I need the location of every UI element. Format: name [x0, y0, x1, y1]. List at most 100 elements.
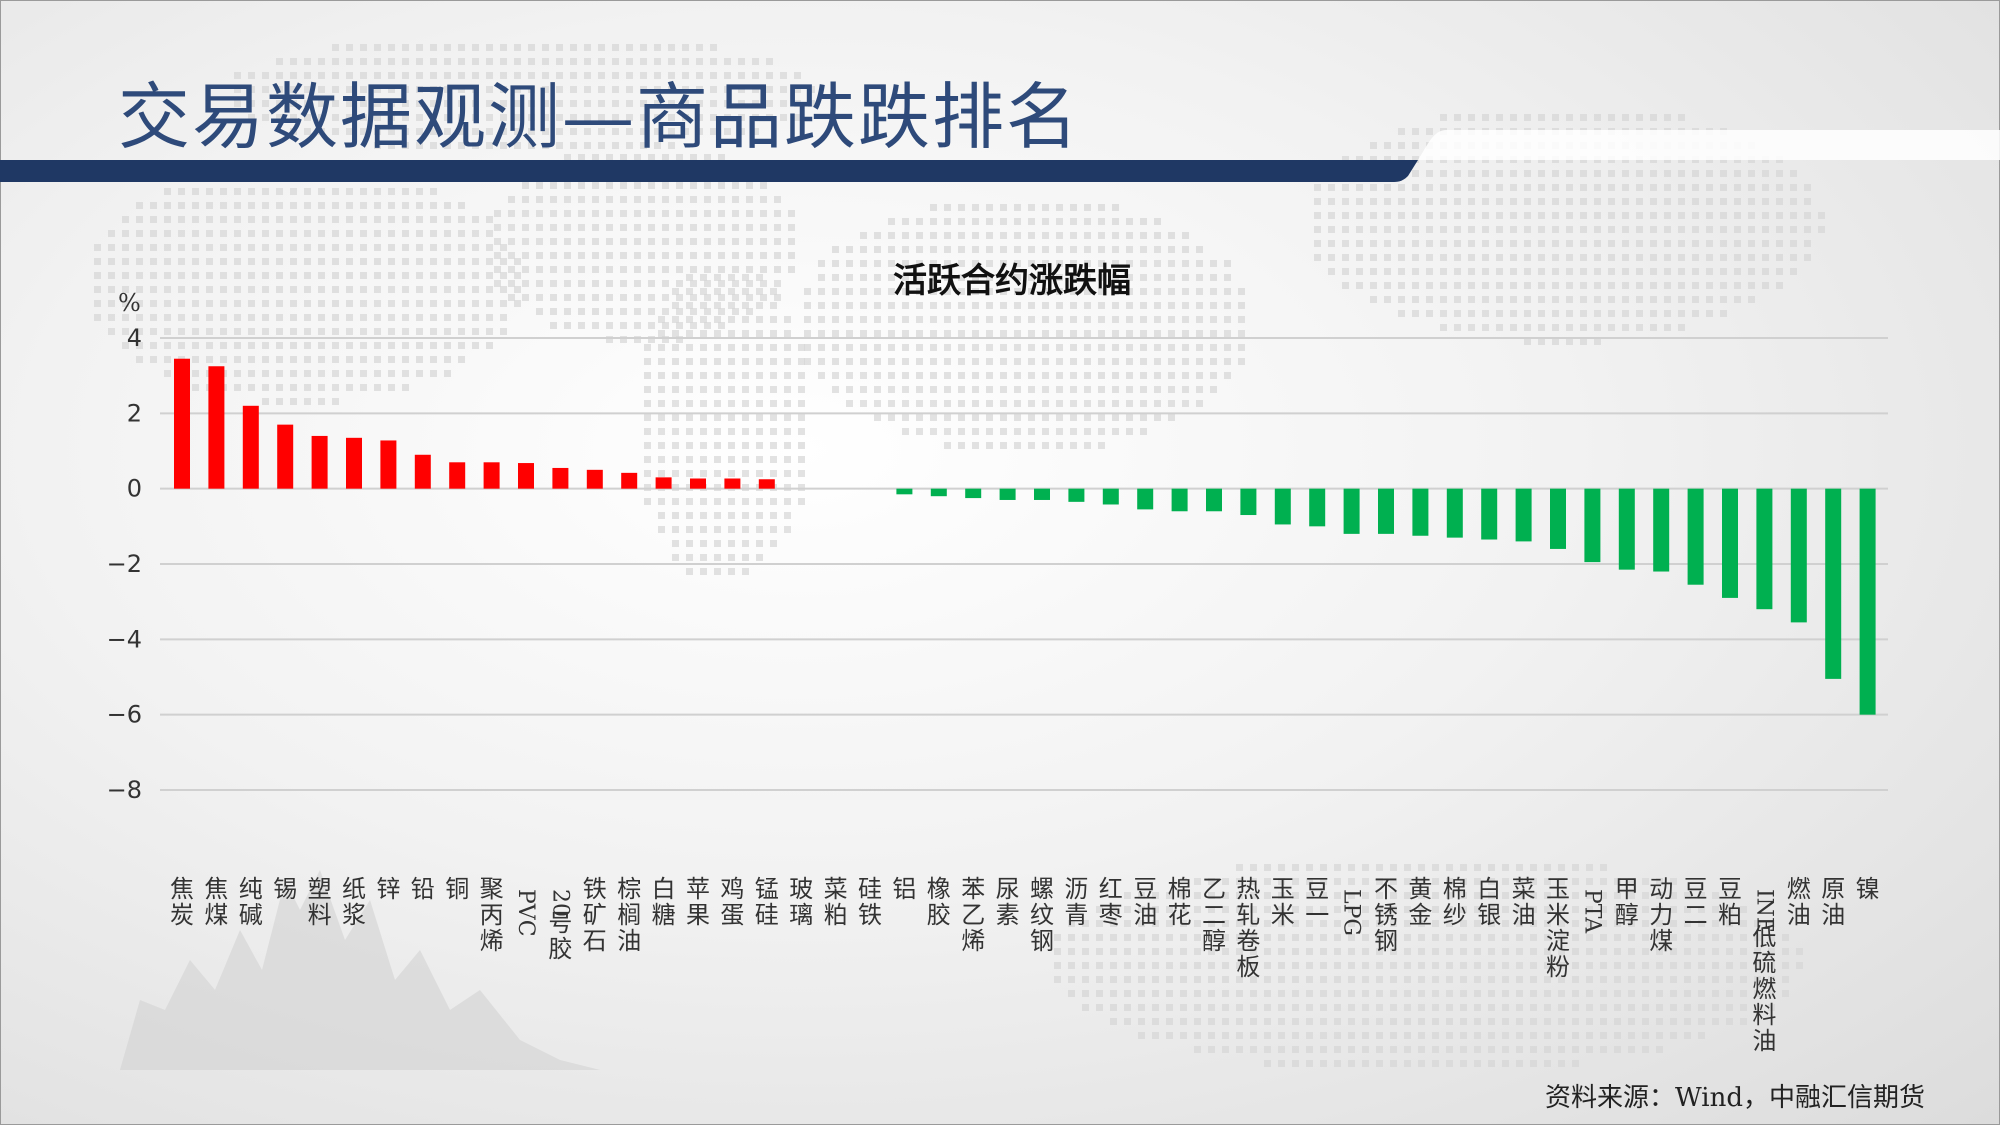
- header: 交易数据观测—商品跌跌排名: [0, 0, 2000, 190]
- chart-title: 活跃合约涨跌幅: [893, 261, 1131, 301]
- bar: [1618, 488, 1635, 570]
- x-tick-label: 焦炭: [170, 875, 194, 929]
- x-tick-label: 红枣: [1099, 875, 1123, 929]
- bar: [758, 479, 775, 489]
- bar: [586, 469, 603, 489]
- page-title: 交易数据观测—商品跌跌排名: [118, 75, 1081, 159]
- bar: [346, 437, 362, 489]
- bar: [449, 462, 466, 489]
- x-tick-label: 豆粕: [1718, 875, 1742, 929]
- x-tick-label-part: LPG: [1339, 889, 1364, 936]
- bar: [380, 440, 397, 489]
- bar: [690, 478, 706, 489]
- x-tick-label: 玉米淀粉: [1546, 875, 1570, 981]
- y-tick-label: 4: [127, 324, 142, 352]
- x-tick-label: 菜油: [1512, 875, 1536, 929]
- x-tick-label: 铅: [411, 875, 435, 903]
- x-tick-label-part: INE: [1751, 889, 1776, 933]
- bar: [208, 366, 225, 489]
- bar: [552, 467, 569, 489]
- x-tick-label: 塑料: [308, 875, 332, 929]
- x-tick-label: 白糖: [652, 875, 676, 929]
- x-tick-label: 螺纹钢: [1030, 875, 1054, 955]
- x-tick-label-part: PVC: [513, 889, 538, 937]
- x-tick-label-part: PTA: [1579, 889, 1604, 934]
- bar: [1584, 488, 1601, 563]
- bar: [1171, 488, 1188, 512]
- y-tick-label: 2: [127, 399, 142, 427]
- bar: [1206, 488, 1222, 512]
- x-axis-labels: 焦炭焦煤纯碱锡 塑料纸浆锌铅铜聚丙烯 PVC 20号胶铁矿石棕榈油白糖苹果鸡蛋锰硅玻璃…: [170, 875, 1880, 1055]
- bar: [1481, 488, 1498, 540]
- bar: [1137, 488, 1154, 510]
- x-tick-label: 橡胶: [927, 875, 951, 929]
- bar: [930, 488, 947, 497]
- y-tick-label: −8: [107, 776, 142, 804]
- x-tick-label: 菜粕: [824, 875, 848, 929]
- x-tick-label: 原油: [1821, 875, 1845, 929]
- bar: [1446, 488, 1463, 538]
- x-tick-label: 燃油: [1787, 875, 1811, 929]
- bar: [414, 454, 431, 489]
- bar: [1378, 488, 1394, 534]
- y-tick-label: −6: [107, 701, 142, 729]
- x-tick-label: 焦煤: [204, 875, 228, 929]
- bar: [724, 478, 741, 489]
- x-tick-label: 硅铁: [858, 875, 882, 929]
- x-tick-label: 动力煤: [1649, 875, 1673, 955]
- bar: [1240, 488, 1257, 516]
- bar: [1309, 488, 1326, 527]
- y-axis-ticks: 4 2 0 −2 −4 −6 −8: [107, 324, 142, 804]
- x-tick-label: 纸浆: [342, 875, 366, 929]
- x-tick-label: 乙二醇: [1202, 875, 1226, 955]
- bar: [242, 405, 259, 489]
- bar: [483, 462, 500, 489]
- bar: [1756, 488, 1773, 610]
- bar: [518, 463, 534, 489]
- bar: [1515, 488, 1532, 542]
- x-tick-label: 不锈钢: [1374, 875, 1398, 955]
- x-tick-label: 铁矿石: [583, 875, 607, 955]
- bar: [174, 358, 190, 489]
- source-note: 资料来源：Wind，中融汇信期货: [1545, 1083, 1925, 1113]
- bar: [1722, 488, 1738, 598]
- bar: [896, 488, 913, 495]
- bar: [1343, 488, 1360, 534]
- bar: [1102, 488, 1119, 505]
- header-bar: [0, 130, 2000, 182]
- x-tick-label: 沥青: [1064, 875, 1088, 929]
- bar: [1790, 488, 1807, 623]
- bars: [174, 358, 1876, 715]
- y-tick-label: 0: [127, 475, 142, 503]
- bar: [965, 488, 982, 499]
- bar: [1274, 488, 1291, 525]
- x-tick-label: 苹果: [686, 875, 710, 929]
- x-tick-label: 甲醇: [1615, 875, 1639, 929]
- x-tick-label: 铜: [445, 875, 469, 903]
- y-tick-label: −2: [107, 550, 142, 578]
- x-tick-label: 聚丙烯: [480, 875, 504, 955]
- x-tick-label: 号胶: [548, 909, 572, 963]
- x-tick-label: 黄金: [1408, 875, 1432, 929]
- bar: [1550, 488, 1566, 549]
- bar: [1653, 488, 1670, 572]
- bar: [621, 472, 638, 489]
- bar: [1687, 488, 1704, 585]
- x-tick-label: 豆一: [1305, 875, 1329, 929]
- x-tick-label: 苯乙烯: [961, 875, 985, 955]
- x-tick-label: 锡: [273, 875, 297, 903]
- bar: [1034, 488, 1050, 500]
- x-tick-label: 玉米: [1271, 875, 1295, 929]
- x-tick-label: 热轧卷板: [1236, 875, 1260, 981]
- x-tick-label: 纯碱: [239, 875, 263, 929]
- x-tick-label: 铝: [892, 875, 916, 903]
- x-tick-label: 豆油: [1133, 875, 1157, 929]
- x-tick-label: 玻璃: [789, 875, 813, 929]
- bar: [1859, 488, 1876, 715]
- bar: [999, 488, 1016, 500]
- bar: [311, 435, 328, 489]
- bar: [1825, 488, 1842, 679]
- bar: [277, 424, 294, 489]
